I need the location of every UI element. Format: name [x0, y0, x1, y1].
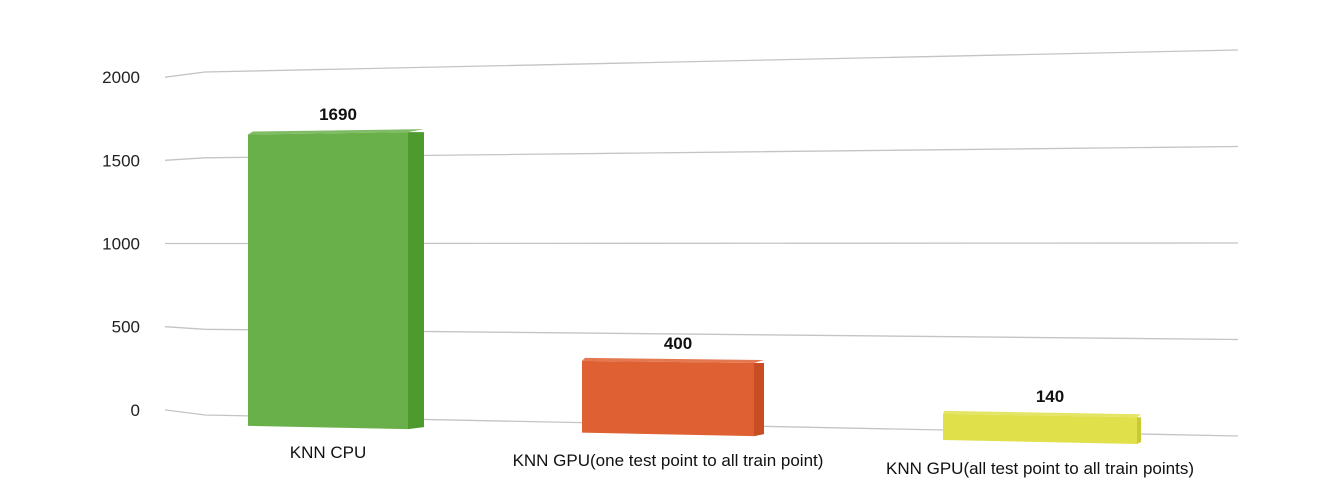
gridline-0	[164, 409, 1239, 437]
y-tick-label-1500: 1500	[102, 151, 140, 170]
bar-side-3	[1137, 417, 1141, 444]
x-axis-categories: KNN CPU KNN GPU(one test point to all tra…	[290, 443, 1194, 478]
bar-3	[943, 413, 1137, 444]
bar-top-3	[943, 410, 1141, 418]
y-tick-label-2000: 2000	[102, 68, 140, 87]
gridlines	[164, 49, 1239, 437]
category-label-2: KNN GPU(one test point to all train poin…	[513, 451, 824, 470]
y-tick-label-1000: 1000	[102, 235, 140, 254]
y-axis-ticks: 0 500 1000 1500 2000	[102, 68, 140, 420]
bar-2	[582, 360, 754, 437]
data-label-3: 140	[1036, 387, 1064, 406]
data-labels: 1690 400 140	[319, 105, 1064, 406]
bar-top-2	[582, 357, 764, 363]
bar-1	[248, 132, 408, 430]
bar-top-1	[248, 129, 424, 135]
bar-side-1	[408, 132, 424, 430]
gridline-1000	[165, 242, 1239, 245]
data-label-2: 400	[664, 334, 692, 353]
bars	[248, 129, 1141, 444]
gridline-1500	[164, 145, 1239, 161]
y-tick-label-500: 500	[112, 318, 140, 337]
gridline-2000	[164, 49, 1239, 78]
data-label-1: 1690	[319, 105, 357, 124]
category-label-1: KNN CPU	[290, 443, 367, 462]
bar-side-2	[754, 362, 764, 437]
gridline-500	[164, 326, 1239, 341]
category-label-3: KNN GPU(all test point to all train poin…	[886, 459, 1194, 478]
y-tick-label-0: 0	[131, 401, 140, 420]
